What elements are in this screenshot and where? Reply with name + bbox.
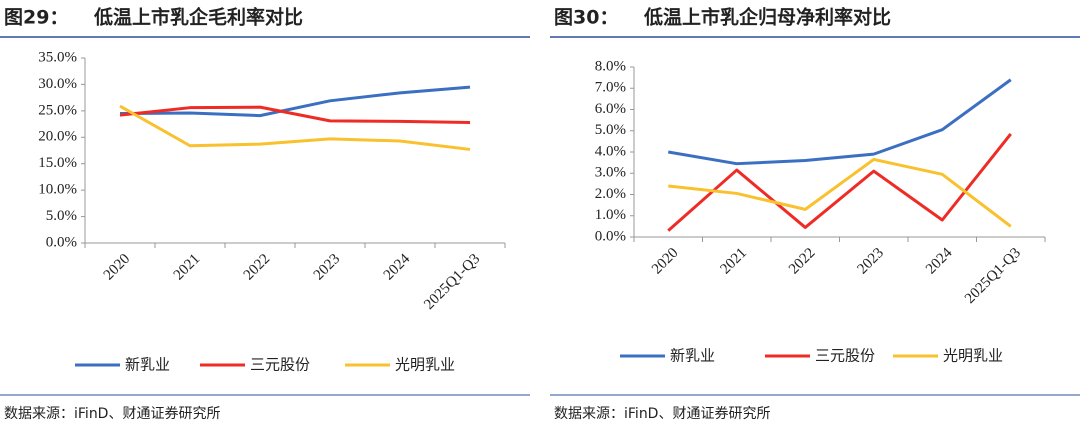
series-line: [668, 157, 1012, 228]
y-tick-label: 15.0%: [38, 155, 77, 171]
x-tick-label: 2021: [171, 251, 204, 284]
y-tick-label: 6.0%: [595, 101, 626, 117]
y-tick-label: 7.0%: [595, 80, 626, 96]
legend-label: 新乳业: [670, 347, 715, 365]
y-tick-label: 10.0%: [38, 182, 77, 198]
source-note: 数据来源：iFinD、财通证券研究所: [4, 406, 220, 422]
y-tick-label: 5.0%: [46, 208, 77, 224]
y-tick-label: 0.0%: [46, 234, 77, 250]
figure-label: 图30：: [554, 7, 618, 29]
legend-label: 光明乳业: [943, 347, 1003, 365]
legend-label: 光明乳业: [395, 356, 455, 374]
legend-label: 新乳业: [125, 356, 170, 374]
x-tick-label: 2022: [241, 251, 274, 284]
x-tick-label: 2020: [649, 245, 682, 278]
y-tick-label: 0.0%: [595, 228, 626, 244]
legend-label: 三元股份: [815, 347, 875, 365]
x-tick-label: 2024: [381, 251, 414, 284]
figure-label: 图29：: [4, 7, 68, 29]
x-tick-label: 2023: [311, 251, 344, 284]
x-tick-label: 2024: [923, 245, 956, 278]
x-tick-label: 2025Q1-Q3: [421, 251, 483, 313]
chart-title: 低温上市乳企归母净利率对比: [643, 6, 891, 29]
y-tick-label: 4.0%: [595, 143, 626, 159]
chart-title: 低温上市乳企毛利率对比: [93, 6, 303, 29]
y-tick-label: 2.0%: [595, 186, 626, 202]
y-tick-label: 5.0%: [595, 122, 626, 138]
series-line: [119, 105, 471, 124]
y-tick-label: 25.0%: [38, 102, 77, 118]
y-tick-label: 3.0%: [595, 165, 626, 181]
y-tick-label: 1.0%: [595, 207, 626, 223]
y-tick-label: 20.0%: [38, 129, 77, 145]
legend-label: 三元股份: [250, 356, 310, 374]
series-line: [119, 104, 471, 151]
series-line: [667, 78, 1012, 166]
y-tick-label: 8.0%: [595, 58, 626, 74]
y-tick-label: 30.0%: [38, 76, 77, 92]
x-tick-label: 2020: [101, 251, 134, 284]
series-line: [667, 133, 1012, 232]
x-tick-label: 2023: [854, 245, 887, 278]
series-line: [119, 85, 471, 118]
x-tick-label: 2022: [786, 245, 819, 278]
y-tick-label: 35.0%: [38, 49, 77, 65]
x-tick-label: 2021: [717, 245, 750, 278]
x-tick-label: 2025Q1-Q3: [962, 245, 1024, 307]
source-note: 数据来源：iFinD、财通证券研究所: [554, 406, 770, 422]
